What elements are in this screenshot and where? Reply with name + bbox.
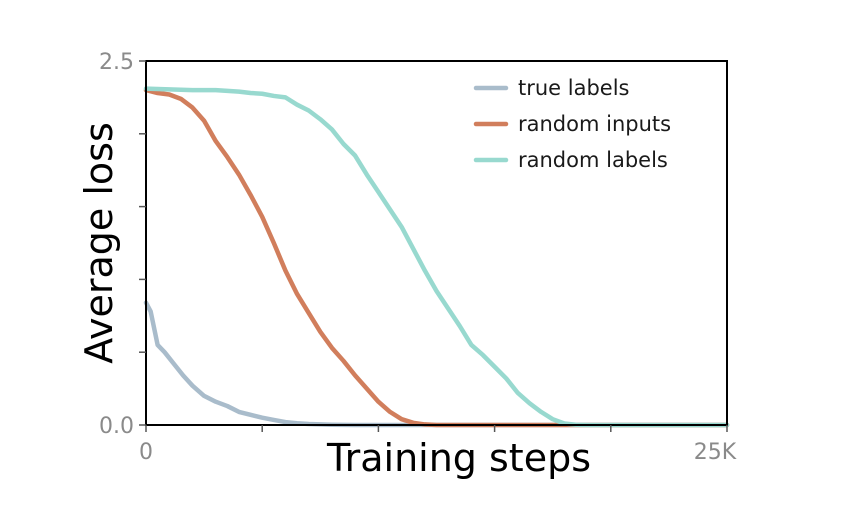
legend-label: true labels xyxy=(518,76,630,100)
x-tick-label: 25K xyxy=(694,440,737,465)
series-line-true-labels xyxy=(143,300,730,428)
y-axis-title: Average loss xyxy=(77,122,121,364)
y-tick-label: 2.5 xyxy=(99,50,134,75)
y-tick-label: 0.0 xyxy=(99,414,134,439)
series-layer xyxy=(143,86,730,428)
x-axis-title: Training steps xyxy=(326,436,591,480)
legend-label: random inputs xyxy=(518,112,671,136)
legend-label: random labels xyxy=(518,148,668,172)
tick-labels-layer: 0 25K 0.0 2.5 xyxy=(99,50,737,465)
legend: true labels random inputs random labels xyxy=(473,76,671,172)
x-tick-label: 0 xyxy=(139,440,153,465)
ticks-layer xyxy=(139,60,728,432)
plot-frame xyxy=(145,60,728,426)
series-line-random-inputs xyxy=(143,87,730,428)
series-line-random-labels xyxy=(143,86,730,428)
